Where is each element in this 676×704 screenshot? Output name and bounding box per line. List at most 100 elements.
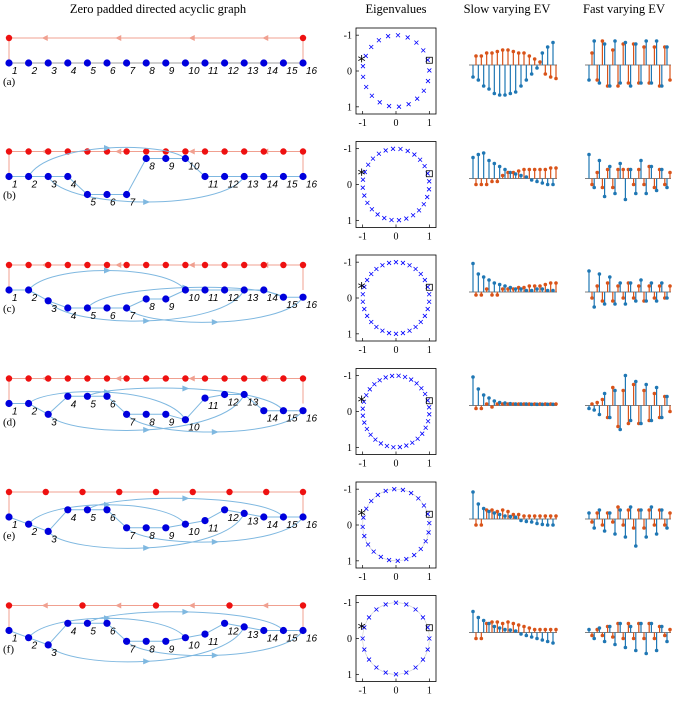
padding-arrow <box>115 35 122 41</box>
stem-orange-marker <box>506 509 510 514</box>
eigenvalue-marker <box>422 163 427 169</box>
node-label: 16 <box>306 414 318 425</box>
selected-slow-eigenvalue: * <box>358 505 366 524</box>
eigenvalue-marker <box>383 670 388 675</box>
node-label: 11 <box>208 66 218 77</box>
eigenvalue-marker <box>360 177 366 182</box>
eigenvalue-marker <box>371 549 376 554</box>
stem-blue-marker <box>545 639 550 644</box>
eigenvalue-marker <box>413 665 418 670</box>
eigenvalue-marker <box>384 443 390 449</box>
stem-blue-marker <box>524 633 529 638</box>
dag-edge <box>47 622 69 646</box>
graph-node <box>221 286 229 294</box>
stem-blue-marker <box>597 272 602 276</box>
dag-arrow <box>143 658 151 665</box>
eigenvalue-marker <box>365 542 371 547</box>
stem-blue-marker <box>503 514 507 518</box>
stem-orange-marker <box>474 636 478 641</box>
stem-blue-marker <box>587 511 591 515</box>
stem-orange-marker <box>647 508 651 512</box>
node-label: 16 <box>306 300 318 311</box>
selected-slow-eigenvalue: * <box>358 278 366 297</box>
stem-orange-marker <box>668 170 672 175</box>
eigenvalue-marker <box>369 93 375 99</box>
padding-node <box>84 261 91 269</box>
graph-node <box>181 634 189 642</box>
node-label: 6 <box>110 399 116 410</box>
padding-node <box>45 148 52 155</box>
padding-node <box>64 375 72 382</box>
eigenvalue-marker <box>390 146 396 152</box>
padding-node <box>5 261 13 269</box>
node-label: 7 <box>130 417 136 428</box>
node-label: 9 <box>169 302 175 313</box>
row-label: (d) <box>3 417 16 429</box>
stem-orange-marker <box>642 526 646 530</box>
selected-fast-eigenvalue <box>425 283 433 291</box>
padding-node <box>299 148 307 155</box>
eig-x-tick-label: 1 <box>427 686 432 697</box>
stem-blue-marker <box>524 288 529 293</box>
node-label: 11 <box>208 524 218 535</box>
dag-arrow <box>211 652 219 659</box>
slow-ev-stem-plot <box>469 375 558 411</box>
eig-y-tick-label: 1 <box>347 443 352 454</box>
node-label: 3 <box>51 417 57 428</box>
graph-node <box>83 392 91 400</box>
stem-orange-marker <box>600 39 605 43</box>
stem-blue-marker <box>613 388 617 393</box>
stem-blue-marker <box>592 526 596 530</box>
stem-orange-marker <box>538 60 542 64</box>
eigenvalue-marker <box>405 148 410 154</box>
eig-x-tick-label: -1 <box>358 459 366 470</box>
selected-fast-eigenvalue <box>425 510 433 518</box>
graph-node <box>5 399 13 408</box>
stem-blue-marker <box>618 161 622 166</box>
stem-blue-marker <box>540 522 545 527</box>
stem-blue-marker <box>592 185 596 190</box>
stem-orange-marker <box>652 391 657 396</box>
eigenvalue-marker <box>416 496 421 501</box>
stem-blue-marker <box>644 39 648 43</box>
stem-orange-marker <box>657 284 662 288</box>
node-label: 14 <box>267 414 279 425</box>
padding-arrow <box>262 35 269 41</box>
graph-node <box>5 59 13 67</box>
eig-y-tick-label: -1 <box>344 144 352 155</box>
padding-node <box>189 488 196 496</box>
graph-node <box>5 286 13 294</box>
stem-blue-marker <box>503 167 507 172</box>
slow-ev-stem-plot <box>469 609 558 645</box>
eigenvalue-marker <box>426 179 432 184</box>
stem-orange-marker <box>548 166 553 170</box>
stem-blue-marker <box>639 508 643 512</box>
stem-blue-marker <box>471 490 475 494</box>
eigenvalue-marker <box>420 48 426 53</box>
stem-orange-marker <box>600 633 605 638</box>
eig-y-tick-label: 0 <box>347 67 352 78</box>
eigenvalue-marker <box>426 412 432 417</box>
graph-node <box>279 59 287 67</box>
stem-blue-marker <box>618 508 622 512</box>
stem-orange-marker <box>631 526 636 530</box>
node-label: 9 <box>169 66 175 77</box>
padding-node <box>152 602 160 609</box>
graph-node <box>260 513 268 521</box>
padding-arrow <box>188 35 195 41</box>
stem-blue-marker <box>660 508 664 512</box>
stem-orange-marker <box>626 508 631 512</box>
stem-orange-marker <box>474 293 478 297</box>
stem-orange-marker <box>554 166 558 170</box>
node-label: 16 <box>306 180 318 191</box>
eigenvalue-marker <box>362 193 367 198</box>
graph-node <box>103 506 111 514</box>
eigenvalue-marker <box>363 53 369 59</box>
eigenvalue-marker <box>374 665 379 670</box>
graph-node <box>83 304 91 312</box>
eig-y-tick-label: -1 <box>344 485 352 496</box>
stem-orange-marker <box>490 508 494 512</box>
stem-orange-marker <box>538 167 542 172</box>
graph-node <box>123 637 131 645</box>
node-label: 15 <box>286 180 298 191</box>
